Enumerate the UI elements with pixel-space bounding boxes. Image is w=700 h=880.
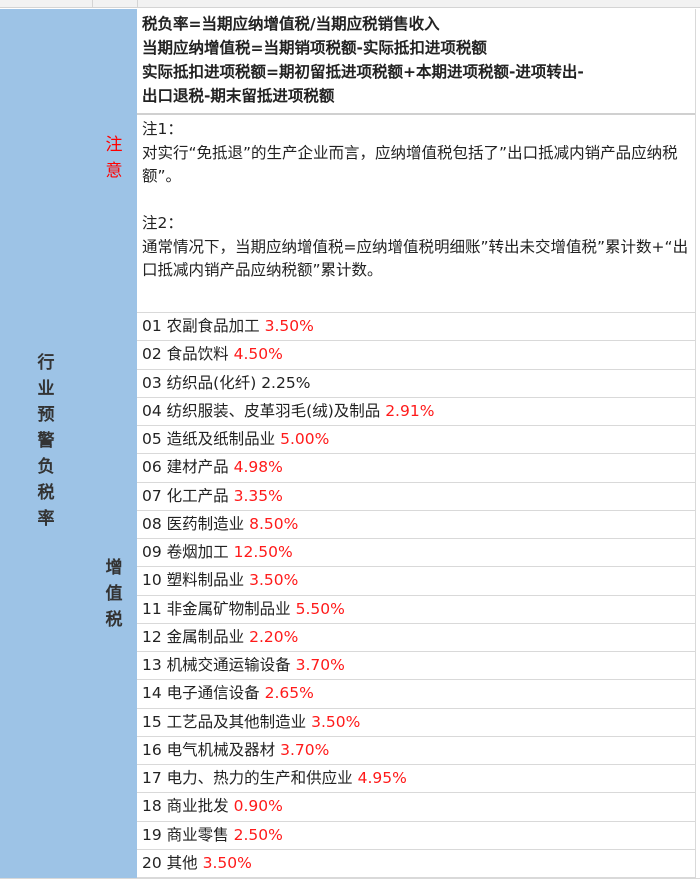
industry-row[interactable]: 07 化工产品 3.35% [137,482,695,511]
tax-rate: 3.50% [202,853,252,872]
industry-row[interactable]: 15 工艺品及其他制造业 3.50% [137,708,695,737]
industry-row[interactable]: 04 纺织服装、皮革羽毛(绒)及制品 2.91% [137,397,695,426]
industry-name: 07 化工产品 [142,486,229,505]
industry-name: 19 商业零售 [142,825,229,844]
industry-row[interactable]: 18 商业批发 0.90% [137,793,695,822]
vat-label: 增值税 [105,558,123,630]
industry-row[interactable]: 14 电子通信设备 2.65% [137,680,695,709]
notice-label: 注意 [105,135,123,181]
industry-row[interactable]: 02 食品饮料 4.50% [137,341,695,370]
grid-line [695,9,696,878]
tax-rate: 3.70% [280,740,330,759]
column-header-strip [0,0,700,8]
tax-rate: 3.70% [295,656,345,674]
tax-rate: 12.50% [233,543,293,561]
industry-row[interactable]: 17 电力、热力的生产和供应业 4.95% [137,765,695,794]
formula-line: 当期应纳增值税=当期销项税额-实际抵扣进项税额 [142,39,487,57]
formula-cell[interactable]: 税负率=当期应纳增值税/当期应税销售收入 当期应纳增值税=当期销项税额-实际抵扣… [137,9,695,115]
industry-name: 01 农副食品加工 [142,317,260,335]
formula-line: 出口退税-期末留抵进项税额 [142,87,335,105]
industry-row[interactable]: 11 非金属矿物制品业 5.50% [137,595,695,624]
tax-rate: 0.90% [233,797,283,816]
tax-rate: 4.95% [357,769,407,787]
notes-cell[interactable]: 注1： 对实行“免抵退”的生产企业而言，应纳增值税包括了”出口抵减内销产品应纳税… [137,116,695,313]
industry-row[interactable]: 10 塑料制品业 3.50% [137,567,695,596]
tax-rate: 5.00% [280,430,330,448]
industry-name: 02 食品饮料 [142,345,229,364]
industry-name: 13 机械交通运输设备 [142,656,291,674]
industry-row[interactable]: 05 造纸及纸制品业 5.00% [137,426,695,455]
industry-row[interactable]: 03 纺织品(化纤) 2.25% [137,369,695,398]
industry-row[interactable]: 20 其他 3.50% [137,849,695,878]
industry-row[interactable]: 12 金属制品业 2.20% [137,623,695,652]
tax-rate: 3.50% [264,317,314,335]
industry-row[interactable]: 09 卷烟加工 12.50% [137,539,695,568]
industry-name: 12 金属制品业 [142,627,245,646]
industry-name: 04 纺织服装、皮革羽毛(绒)及制品 [142,401,381,420]
tax-rate: 2.65% [264,684,314,703]
industry-warning-tax-rate-label: 行业预警负税率 [37,353,55,529]
industry-row[interactable]: 19 商业零售 2.50% [137,821,695,850]
industry-name: 09 卷烟加工 [142,543,229,561]
column-divider [137,0,138,8]
formula-line: 实际抵扣进项税额=期初留抵进项税额+本期进项税额-进项转出- [142,63,584,81]
tax-rate: 3.50% [311,712,361,731]
industry-row[interactable]: 13 机械交通运输设备 3.70% [137,652,695,681]
tax-rate: 5.50% [295,599,345,618]
industry-row[interactable]: 16 电气机械及器材 3.70% [137,736,695,765]
industry-row[interactable]: 01 农副食品加工 3.50% [137,313,695,342]
industry-name: 11 非金属矿物制品业 [142,599,291,618]
industry-name: 03 纺织品(化纤) [142,373,257,392]
tax-rate: 3.50% [249,571,299,590]
label-column[interactable] [0,9,137,878]
industry-name: 08 医药制造业 [142,514,245,533]
note2-text: 通常情况下，当期应纳增值税=应纳增值税明细账”转出未交增值税”累计数+“出口抵减… [142,237,689,280]
industry-name: 05 造纸及纸制品业 [142,430,276,448]
industry-name: 14 电子通信设备 [142,684,260,703]
industry-name: 10 塑料制品业 [142,571,245,590]
tax-rate: 2.50% [233,825,283,844]
tax-rate: 2.91% [385,401,435,420]
tax-rate: 4.50% [233,345,283,364]
tax-rate: 2.25% [261,373,311,392]
industry-name: 06 建材产品 [142,458,229,477]
tax-rate: 8.50% [249,514,299,533]
note1-title: 注1： [142,120,183,138]
industry-name: 17 电力、热力的生产和供应业 [142,769,353,787]
industry-name: 18 商业批发 [142,797,229,816]
industry-row[interactable]: 06 建材产品 4.98% [137,454,695,483]
industry-name: 15 工艺品及其他制造业 [142,712,307,731]
grid-bottom [0,878,700,880]
tax-rate: 3.35% [233,486,283,505]
industry-name: 16 电气机械及器材 [142,740,276,759]
industry-name: 20 其他 [142,853,198,872]
tax-rate: 2.20% [249,627,299,646]
note1-text: 对实行“免抵退”的生产企业而言，应纳增值税包括了”出口抵减内销产品应纳税额”。 [142,143,678,186]
industry-row[interactable]: 08 医药制造业 8.50% [137,510,695,539]
column-divider [92,0,93,8]
formula-line: 税负率=当期应纳增值税/当期应税销售收入 [142,15,440,33]
tax-rate: 4.98% [233,458,283,477]
note2-title: 注2： [142,214,183,232]
